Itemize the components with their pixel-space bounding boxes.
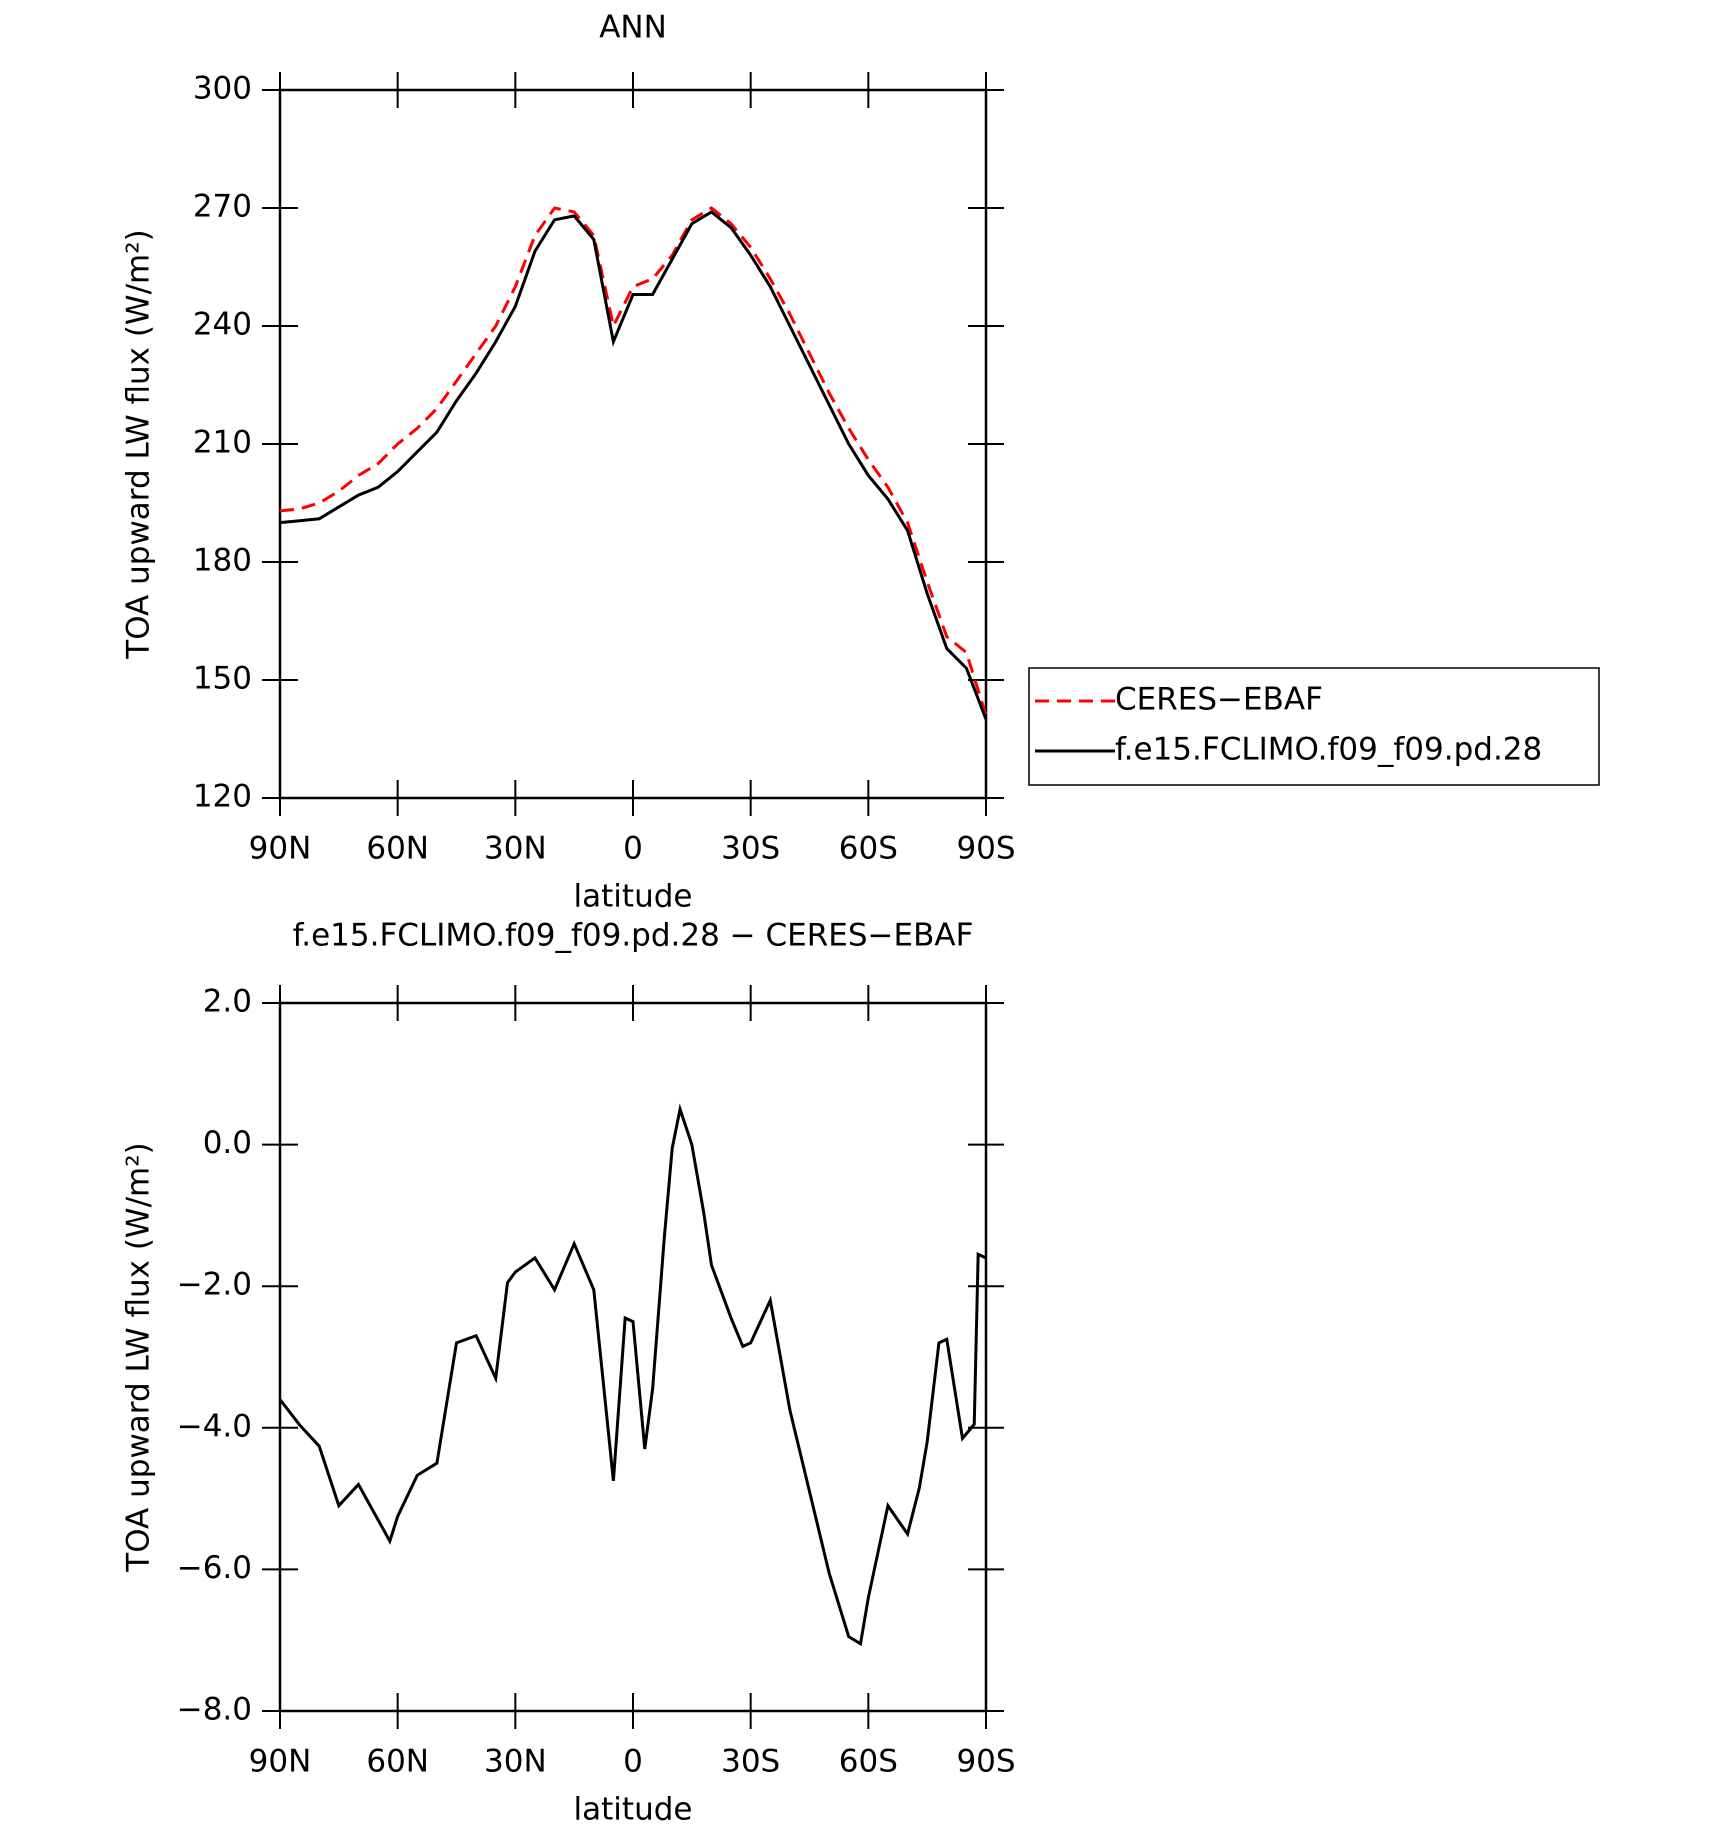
y-axis-label: TOA upward LW flux (W/m²): [121, 1142, 157, 1572]
x-tick-label: 30S: [721, 1744, 780, 1780]
data-line: [278, 1103, 987, 1647]
legend-label: f.e15.FCLIMO.f09_f09.pd.28: [1115, 732, 1542, 768]
y-tick-label: 180: [193, 543, 252, 579]
y-tick-label: 150: [193, 661, 252, 697]
x-tick-label: 0: [623, 1744, 643, 1780]
x-tick-label: 60S: [839, 831, 898, 867]
legend-box: [1028, 667, 1600, 786]
chart-title: ANN: [599, 10, 667, 46]
y-tick-label: 2.0: [203, 984, 252, 1020]
y-tick-label: 210: [193, 425, 252, 461]
plot-frame: [278, 1001, 988, 1713]
plot-frame: [278, 88, 988, 800]
x-tick-label: 90S: [956, 1744, 1015, 1780]
x-tick-label: 30N: [484, 1744, 547, 1780]
y-axis-label: TOA upward LW flux (W/m²): [121, 229, 157, 659]
y-tick-label: −2.0: [177, 1267, 252, 1303]
data-line: [279, 210, 988, 720]
chart-title: f.e15.FCLIMO.f09_f09.pd.28 − CERES−EBAF: [293, 918, 974, 954]
y-tick-label: 240: [193, 307, 252, 343]
x-tick-label: 90S: [956, 831, 1015, 867]
x-tick-label: 30S: [721, 831, 780, 867]
x-tick-label: 60N: [366, 831, 429, 867]
x-tick-label: 0: [623, 831, 643, 867]
x-tick-label: 30N: [484, 831, 547, 867]
y-tick-label: −4.0: [177, 1408, 252, 1444]
x-axis-label: latitude: [574, 879, 693, 915]
y-tick-label: 300: [193, 71, 252, 107]
y-tick-label: −6.0: [177, 1550, 252, 1586]
x-tick-label: 60N: [366, 1744, 429, 1780]
y-tick-label: 120: [193, 779, 252, 815]
x-tick-label: 90N: [249, 831, 312, 867]
y-tick-label: 0.0: [203, 1125, 252, 1161]
x-tick-label: 60S: [839, 1744, 898, 1780]
y-tick-label: −8.0: [177, 1692, 252, 1728]
y-tick-label: 270: [193, 189, 252, 225]
data-line: [279, 206, 988, 716]
x-tick-label: 90N: [249, 1744, 312, 1780]
x-axis-label: latitude: [574, 1792, 693, 1828]
legend-label: CERES−EBAF: [1115, 682, 1323, 718]
